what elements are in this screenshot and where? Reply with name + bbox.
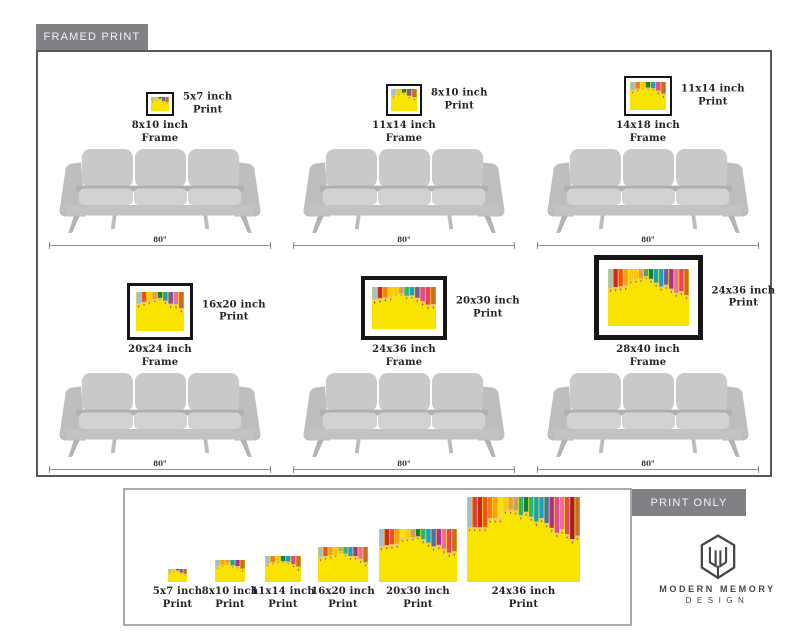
frame-size-label: 11x14 inch Frame	[372, 120, 436, 144]
sofa-width-measure: 80"	[49, 459, 271, 473]
frame-zone: 11x14 inch Print	[624, 70, 745, 116]
print-size-label: 24x36 inch Print	[491, 586, 556, 610]
measure-line	[293, 242, 515, 249]
sofa-width-value: 80"	[153, 235, 167, 244]
measure-line	[537, 466, 759, 473]
framed-print-option: 16x20 inch Print 20x24 inch Frame 80"	[38, 252, 282, 473]
modern-memory-logo-icon	[700, 534, 735, 580]
sofa-width-value: 80"	[641, 235, 655, 244]
print-size-label: 5x7 inch Print	[152, 586, 203, 610]
pencil-art-print	[372, 287, 436, 329]
framed-print-option: 11x14 inch Print 14x18 inch Frame 80"	[526, 52, 770, 252]
sofa-illustration	[49, 369, 271, 458]
pencil-art-print	[265, 556, 301, 582]
frame-size-label: 20x24 inch Frame	[128, 344, 192, 368]
print-size-label: 16x20 inch Print	[311, 586, 375, 610]
sofa-illustration	[537, 369, 759, 458]
print-only-row: 5x7 inch Print 8x10 inch Print 11x14 inch P…	[153, 490, 580, 610]
sofa-illustration	[293, 145, 515, 234]
print-only-option: 24x36 inch Print	[467, 497, 580, 610]
framed-print-section-tab: FRAMED PRINT	[36, 24, 148, 50]
sofa-width-value: 80"	[397, 459, 411, 468]
framed-print-panel: 5x7 inch Print 8x10 inch Frame 80" 8x10 in…	[36, 50, 775, 477]
pencil-art-print	[151, 97, 169, 111]
pencil-art-print	[215, 560, 245, 582]
print-size-label: 20x30 inch Print	[386, 586, 450, 610]
print-only-option: 5x7 inch Print	[153, 569, 202, 610]
print-only-option: 11x14 inch Print	[251, 556, 315, 610]
framed-print-option: 24x36 inch Print 28x40 inch Frame 80"	[526, 252, 775, 473]
sofa-width-measure: 80"	[537, 235, 759, 249]
pencil-art-print	[607, 269, 689, 326]
brand-logo-block: MODERN MEMORY DESIGN	[645, 534, 790, 605]
frame-zone: 5x7 inch Print	[146, 70, 232, 116]
sofa-width-measure: 80"	[293, 459, 515, 473]
sofa-width-value: 80"	[397, 235, 411, 244]
pencil-art-print	[136, 292, 184, 331]
sofa-width-measure: 80"	[49, 235, 271, 249]
sofa-illustration	[49, 145, 271, 234]
print-only-option: 20x30 inch Print	[379, 529, 457, 610]
framed-print-option: 8x10 inch Print 11x14 inch Frame 80"	[282, 52, 526, 252]
print-only-option: 8x10 inch Print	[202, 560, 258, 610]
sofa-width-value: 80"	[153, 459, 167, 468]
frame-zone: 8x10 inch Print	[386, 70, 487, 116]
brand-name: MODERN MEMORY	[659, 584, 776, 594]
print-size-label: 8x10 inch Print	[201, 586, 259, 610]
frame-size-label: 24x36 inch Frame	[372, 344, 436, 368]
picture-frame	[146, 92, 174, 116]
print-size-label: 11x14 inch Print	[681, 83, 745, 108]
pencil-art-print	[379, 529, 457, 582]
sofa-width-measure: 80"	[293, 235, 515, 249]
picture-frame	[127, 283, 193, 340]
framed-row-2: 16x20 inch Print 20x24 inch Frame 80" 20x3…	[38, 252, 775, 473]
picture-frame	[593, 255, 703, 340]
frame-size-label: 28x40 inch Frame	[616, 344, 680, 368]
sofa-width-value: 80"	[641, 459, 655, 468]
print-only-panel: 5x7 inch Print 8x10 inch Print 11x14 inch P…	[123, 488, 632, 626]
print-size-label: 5x7 inch Print	[183, 91, 233, 116]
framed-print-option: 5x7 inch Print 8x10 inch Frame 80"	[38, 52, 282, 252]
picture-frame	[624, 76, 672, 116]
print-size-label: 11x14 inch Print	[251, 586, 315, 610]
pencil-art-print	[318, 547, 368, 582]
measure-line	[537, 242, 759, 249]
picture-frame	[386, 84, 422, 116]
frame-zone: 20x30 inch Print	[361, 254, 520, 340]
frame-zone: 24x36 inch Print	[593, 254, 775, 340]
frame-zone: 16x20 inch Print	[127, 254, 266, 340]
measure-line	[49, 242, 271, 249]
sofa-illustration	[293, 369, 515, 458]
pencil-art-print	[630, 82, 666, 110]
pencil-art-print	[168, 569, 187, 582]
frame-size-label: 8x10 inch Frame	[131, 120, 189, 144]
pencil-art-print	[467, 497, 580, 582]
frame-size-label: 14x18 inch Frame	[616, 120, 680, 144]
print-size-label: 24x36 inch Print	[711, 285, 776, 309]
framed-row-1: 5x7 inch Print 8x10 inch Frame 80" 8x10 in…	[38, 52, 770, 252]
print-only-section-tab: PRINT ONLY	[632, 489, 746, 516]
pencil-art-print	[391, 89, 417, 111]
measure-line	[293, 466, 515, 473]
sofa-width-measure: 80"	[537, 459, 759, 473]
brand-subname: DESIGN	[685, 596, 750, 605]
print-size-label: 8x10 inch Print	[431, 87, 488, 112]
measure-line	[49, 466, 271, 473]
sofa-illustration	[537, 145, 759, 234]
picture-frame	[361, 276, 447, 340]
print-only-option: 16x20 inch Print	[311, 547, 375, 610]
print-size-label: 16x20 inch Print	[202, 299, 266, 323]
framed-print-option: 20x30 inch Print 24x36 inch Frame 80"	[282, 252, 526, 473]
print-size-label: 20x30 inch Print	[456, 295, 520, 320]
